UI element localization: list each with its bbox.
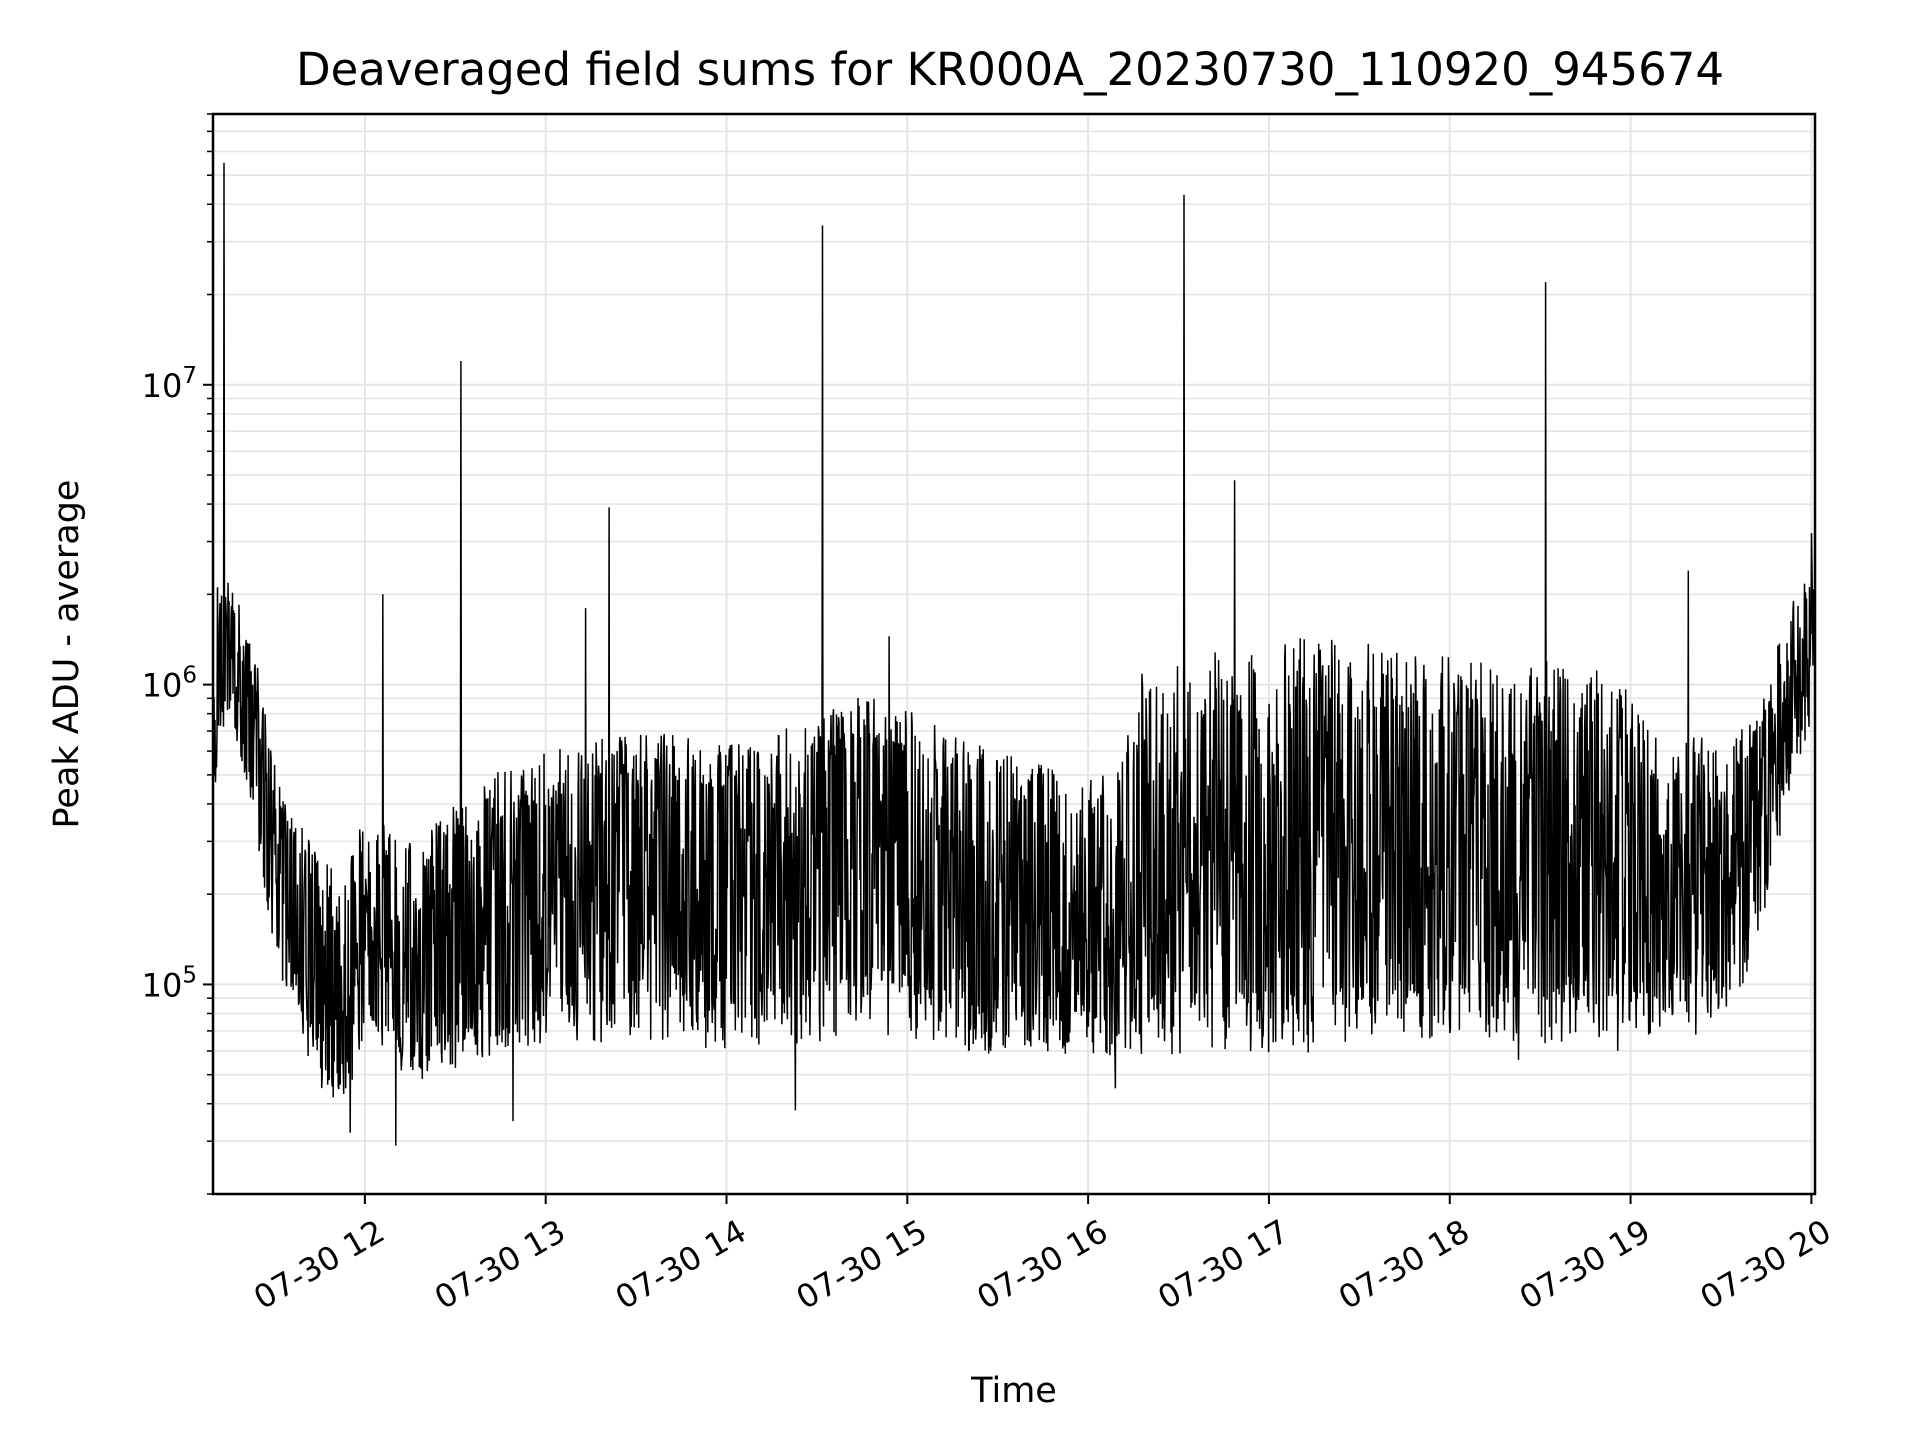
series-line [213, 162, 1815, 1146]
y-tick-label: 106 [142, 663, 197, 705]
x-axis-label: Time [970, 1371, 1057, 1411]
y-tick-label: 107 [142, 363, 197, 405]
plot-frame [211, 112, 1817, 1196]
chart-title: Deaveraged field sums for KR000A_2023073… [296, 43, 1724, 96]
y-axis: 105 106 107 [142, 113, 213, 1195]
y-axis-label: Peak ADU - average [47, 480, 87, 829]
series-group [213, 162, 1815, 1146]
y-tick-label: 105 [142, 962, 197, 1004]
